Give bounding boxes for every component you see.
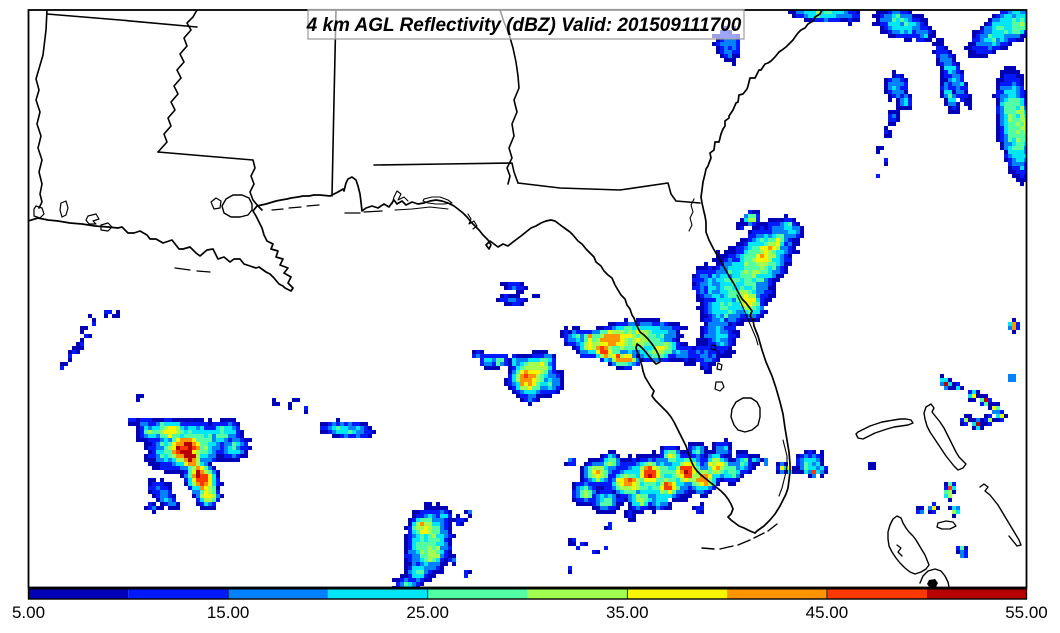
svg-text:25.00: 25.00 — [406, 603, 449, 622]
svg-text:35.00: 35.00 — [606, 603, 649, 622]
svg-text:5.00: 5.00 — [12, 603, 45, 622]
svg-text:55.00: 55.00 — [1005, 603, 1048, 622]
svg-text:4 km AGL Reflectivity (dBZ) Va: 4 km AGL Reflectivity (dBZ) Valid: 20150… — [306, 15, 742, 36]
svg-text:15.00: 15.00 — [207, 603, 250, 622]
svg-text:45.00: 45.00 — [806, 603, 849, 622]
